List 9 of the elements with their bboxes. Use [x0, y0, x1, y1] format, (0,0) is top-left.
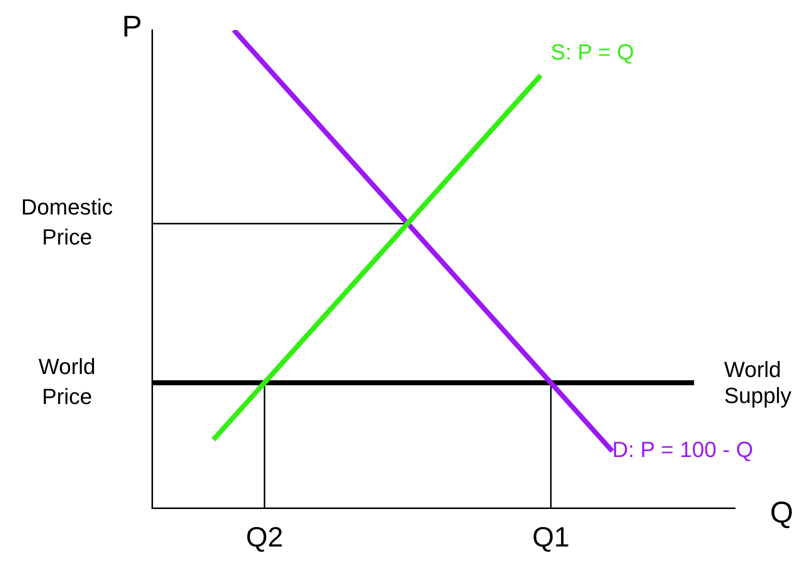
text: World Price — [38, 354, 96, 409]
x-axis-title: Q — [770, 496, 794, 530]
series-label: World Supply — [724, 356, 792, 408]
x-tick-label: Q2 — [246, 522, 284, 553]
series-label: D: P = 100 - Q — [612, 437, 754, 462]
y-axis-title: P — [122, 10, 142, 44]
x-tick-label: Q1 — [532, 522, 570, 553]
series-label: S: P = Q — [550, 39, 634, 64]
text: Domestic Price — [21, 194, 113, 250]
